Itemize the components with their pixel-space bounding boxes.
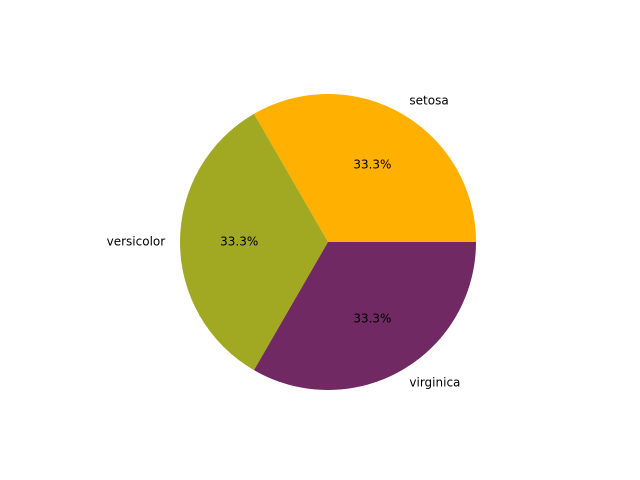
slice-label-virginica: virginica bbox=[409, 375, 460, 389]
slice-label-setosa: setosa bbox=[409, 94, 448, 108]
pie-slice-virginica bbox=[254, 242, 476, 390]
pie-slices bbox=[179, 93, 476, 390]
percent-label-versicolor: 33.3% bbox=[220, 235, 258, 249]
slice-label-versicolor: versicolor bbox=[107, 235, 166, 249]
pie-labels: setosa 33.3% versicolor 33.3% virginica 33.3% bbox=[107, 94, 461, 390]
pie-slice-setosa bbox=[254, 93, 476, 242]
percent-label-virginica: 33.3% bbox=[353, 311, 391, 325]
percent-label-setosa: 33.3% bbox=[353, 158, 391, 172]
